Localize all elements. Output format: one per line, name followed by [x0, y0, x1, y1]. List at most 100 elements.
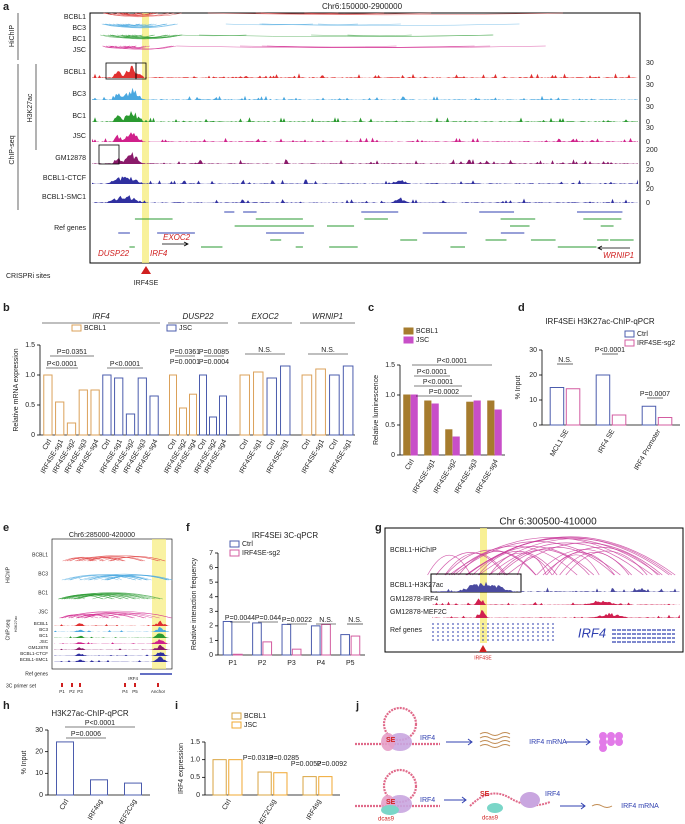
y-tick-label: 0 — [31, 432, 35, 439]
track-label: BCBL1-CTCF — [20, 651, 48, 656]
bar — [329, 374, 340, 436]
signal-track — [54, 652, 170, 656]
legend-label: JSC — [179, 325, 192, 332]
y-tick-label: 0.5 — [25, 402, 35, 409]
x-tick-label: Ctrl — [301, 438, 313, 451]
loop-arc — [516, 556, 547, 576]
track-label: BC1 — [38, 590, 48, 596]
track-label: Ref genes — [390, 627, 422, 634]
bar — [280, 365, 291, 436]
track-label: BC1 — [72, 113, 86, 120]
track-label: Ref genes — [25, 671, 48, 677]
y-tick-label: 1.5 — [190, 739, 200, 746]
x-tick-label: Ctrl — [328, 438, 340, 451]
bar — [199, 374, 207, 436]
bar — [262, 641, 273, 656]
mrna — [591, 804, 613, 808]
scale-label: 0 — [646, 119, 650, 126]
gene-label: IRF4 — [128, 676, 138, 681]
diagram-label: IRF4 — [420, 797, 435, 804]
loop-arc — [448, 537, 653, 576]
legend-swatch — [71, 324, 82, 332]
loop-arc — [108, 23, 176, 28]
arrow — [597, 245, 630, 251]
panel-letter: i — [175, 700, 178, 712]
bar — [169, 374, 177, 436]
track-label: BC3 — [38, 571, 48, 577]
group-label: HiChIP — [9, 25, 16, 48]
loop-arc — [125, 23, 166, 27]
bar — [78, 389, 88, 436]
loop-arc — [74, 556, 124, 562]
bar — [124, 782, 142, 796]
gene-label: IRF4 — [150, 249, 168, 258]
diagram-label: IRF4 mRNA — [621, 803, 659, 810]
bar — [90, 389, 100, 436]
bar — [233, 653, 243, 656]
bar — [565, 388, 581, 426]
loop-arc — [465, 536, 676, 576]
site-label: IRF4SE — [474, 655, 492, 661]
panel-letter: j — [355, 700, 359, 712]
y-axis-label: % Input — [21, 751, 28, 775]
bar — [466, 401, 474, 456]
loop-arc — [68, 595, 104, 600]
loop-arc — [110, 45, 151, 49]
x-tick-label: Ctrl — [239, 438, 251, 451]
bar — [350, 635, 361, 656]
bar — [549, 387, 565, 426]
loop-arc — [489, 552, 553, 576]
legend-swatch — [403, 327, 414, 335]
bar — [137, 377, 147, 436]
loop-arc — [497, 549, 590, 576]
annotation: P=0.0022 — [282, 617, 312, 624]
legend-swatch — [231, 712, 242, 720]
gene-label: DUSP22 — [98, 249, 130, 258]
x-tick-label: Ctrl — [266, 438, 278, 451]
y-tick-label: 10 — [529, 397, 537, 404]
bar — [257, 771, 272, 796]
y-tick-label: 5 — [209, 579, 213, 586]
group-label: H3K27ac — [27, 93, 34, 122]
loop-arc — [444, 552, 507, 576]
primer — [124, 683, 126, 687]
loop-arc — [435, 551, 506, 576]
primer-label: P1 — [59, 689, 65, 694]
annotation: P=0.0351 — [57, 349, 87, 356]
loop-arc — [61, 574, 136, 581]
loop-arc — [65, 557, 97, 562]
complex — [520, 792, 540, 808]
bar — [90, 779, 108, 796]
track-label: GM12878 — [55, 155, 86, 162]
bar — [273, 772, 288, 796]
loop-arc — [489, 542, 644, 576]
loop-arc — [104, 576, 122, 581]
group-title: IRF4 — [92, 312, 110, 321]
arrow — [446, 738, 473, 746]
track-label: BC3 — [39, 627, 48, 632]
gene-label: IRF4 — [578, 625, 606, 640]
bar — [239, 374, 250, 436]
x-tick-label: Ctrl — [101, 438, 113, 451]
loop-arc — [84, 613, 135, 619]
mrna — [479, 740, 511, 744]
signal-track — [54, 644, 170, 650]
loop-arc — [135, 12, 152, 16]
annotation: P<0.0001 — [437, 358, 467, 365]
annotation: P=0.044 — [255, 615, 281, 622]
track-label: JSC — [39, 639, 48, 644]
primer-label: P5 — [132, 689, 138, 694]
annotation: P=0.0001 — [170, 359, 200, 366]
scale-label: 0 — [646, 139, 650, 146]
legend-label: Ctrl — [242, 541, 253, 548]
bar — [657, 417, 673, 426]
loop-arc — [427, 555, 472, 576]
y-tick-label: 30 — [35, 727, 43, 734]
legend-label: IRF4SE-sg2 — [637, 340, 675, 347]
y-tick-label: 10 — [35, 770, 43, 777]
track-label: BC3 — [72, 25, 86, 32]
y-axis-label: % Input — [515, 376, 522, 400]
bar — [66, 422, 77, 436]
track-label: 3C primer set — [6, 683, 37, 689]
primer — [61, 683, 63, 687]
